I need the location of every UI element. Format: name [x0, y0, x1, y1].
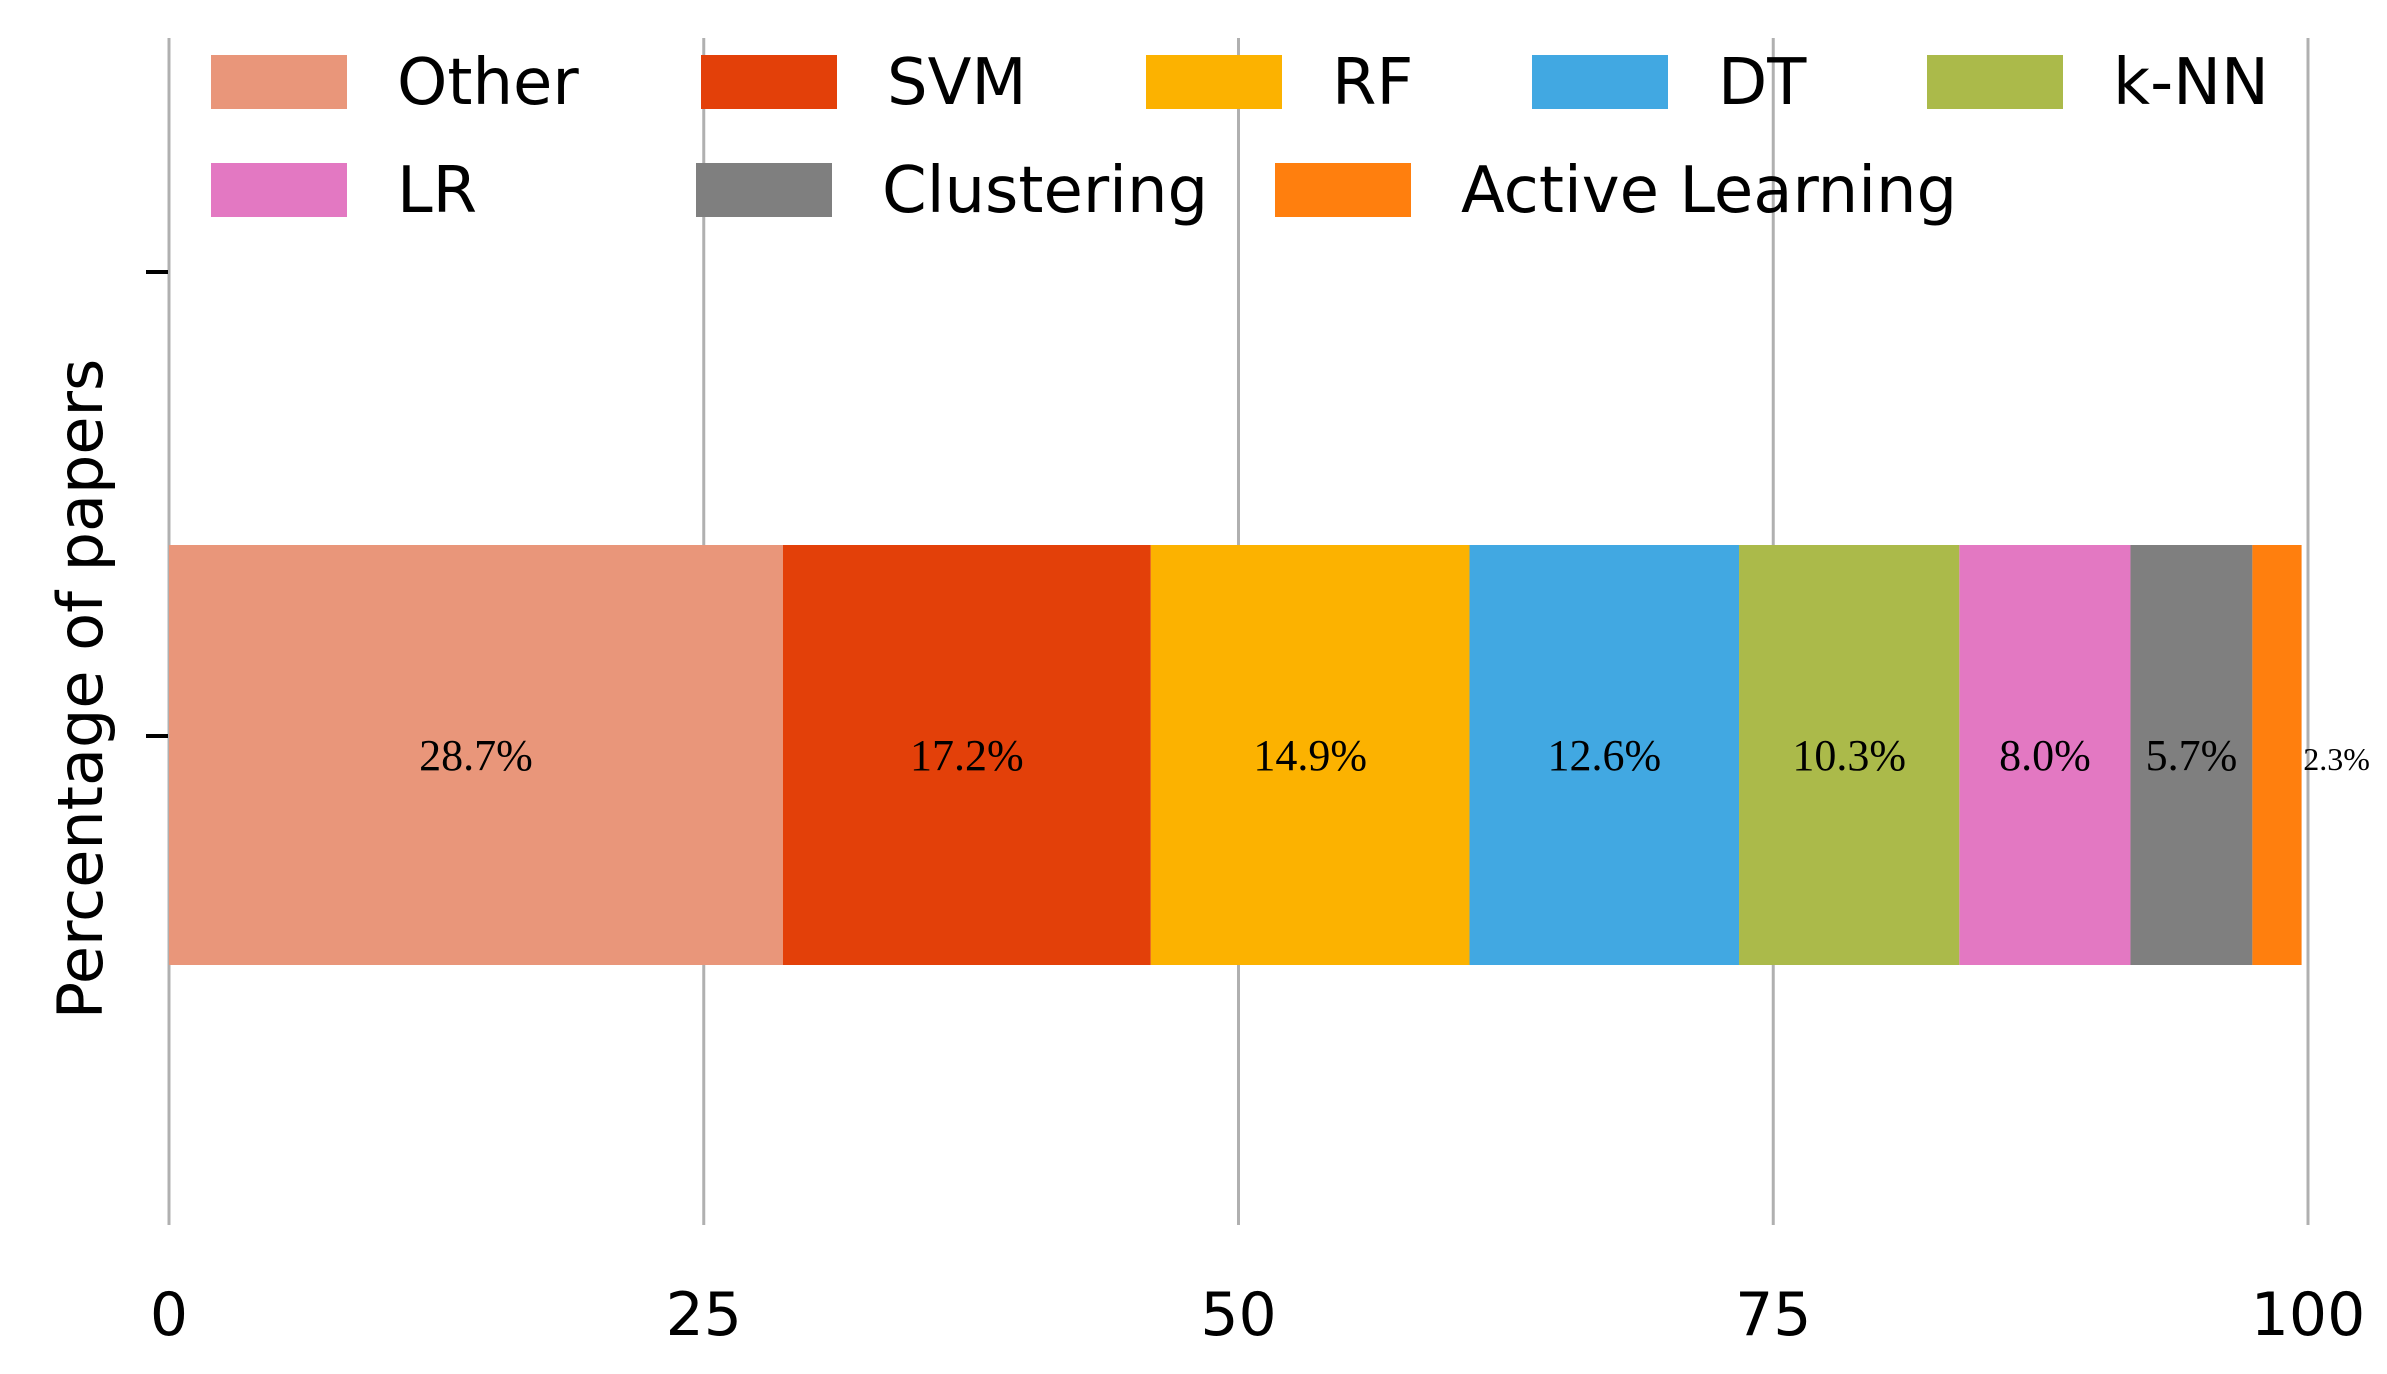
data-label-dt: 12.6%: [1547, 731, 1661, 780]
legend-swatch-other: [211, 55, 347, 109]
bar-segment-dt: [1469, 545, 1740, 965]
data-label-other: 28.7%: [419, 731, 533, 780]
data-label-rf: 14.9%: [1253, 731, 1367, 780]
x-tick-label-50: 50: [1200, 1280, 1276, 1350]
y-axis-label: Percentage of papers: [44, 359, 117, 1020]
legend-label-dt: DT: [1718, 46, 1807, 120]
data-label-svm: 17.2%: [910, 731, 1024, 780]
legend-label-active-learning: Active Learning: [1461, 154, 1957, 228]
data-label-clustering: 5.7%: [2146, 731, 2238, 780]
x-tick-label-100: 100: [2251, 1280, 2366, 1350]
bar-segment-clustering: [2130, 545, 2253, 965]
legend-swatch-dt: [1532, 55, 1668, 109]
legend-label-svm: SVM: [887, 46, 1027, 120]
bar-segment-lr: [1959, 545, 2131, 965]
legend-label-rf: RF: [1332, 46, 1413, 120]
bar-segment-svm: [782, 545, 1151, 965]
bar-segment-active-learning: [2252, 545, 2302, 965]
legend-swatch-k-nn: [1927, 55, 2063, 109]
legend-label-other: Other: [397, 46, 579, 120]
bar-segment-rf: [1150, 545, 1470, 965]
legend-swatch-clustering: [696, 163, 832, 217]
legend-swatch-rf: [1146, 55, 1282, 109]
legend-label-k-nn: k-NN: [2113, 46, 2269, 120]
bar-segment-other: [169, 545, 783, 965]
axes: Percentage of papers 0 25 50 75 100: [44, 270, 2366, 1350]
bar-segment-k-nn: [1739, 545, 1960, 965]
data-label-active-learning: 2.3%: [2303, 741, 2370, 777]
legend: Other SVM RF DT k-NN LR Clustering Active Learn…: [211, 46, 2269, 228]
x-tick-label-75: 75: [1735, 1280, 1811, 1350]
x-tick-label-0: 0: [150, 1280, 188, 1350]
data-label-k-nn: 10.3%: [1792, 731, 1906, 780]
data-label-lr: 8.0%: [1999, 731, 2091, 780]
legend-swatch-lr: [211, 163, 347, 217]
data-labels: 28.7% 17.2% 14.9% 12.6% 10.3% 8.0% 5.7% 2.3%: [419, 731, 2370, 780]
x-tick-label-25: 25: [666, 1280, 742, 1350]
legend-swatch-svm: [701, 55, 837, 109]
legend-label-clustering: Clustering: [882, 154, 1208, 228]
bar-segments: [169, 545, 2302, 965]
legend-label-lr: LR: [397, 154, 477, 228]
legend-swatch-active-learning: [1275, 163, 1411, 217]
